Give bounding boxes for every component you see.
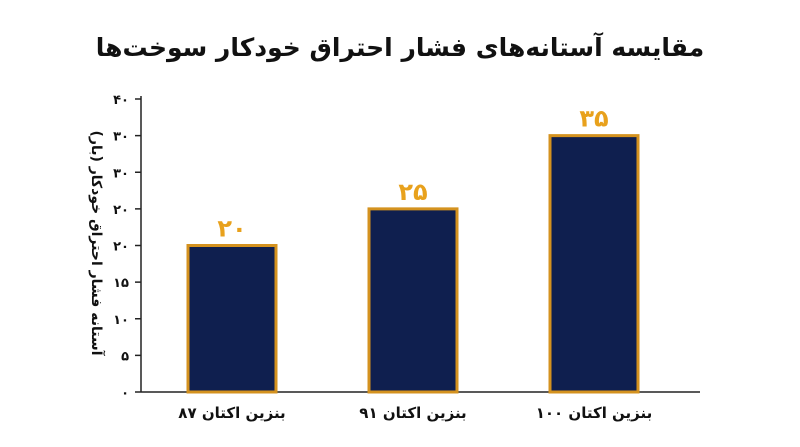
x-category-label: بنزین اکتان ۱۰۰ — [536, 404, 653, 422]
chart-title: مقایسه آستانه‌های فشار احتراق خودکار سوخ… — [96, 32, 704, 63]
x-category-label: بنزین اکتان ۸۷ — [178, 404, 285, 422]
bar-value-label: ۳۵ — [579, 105, 608, 133]
bar — [186, 244, 278, 394]
value-labels: ۲۰ ۲۵ ۳۵ — [217, 105, 608, 243]
y-tick-label: ۲۰ — [113, 203, 129, 218]
category-labels: بنزین اکتان ۸۷ بنزین اکتان ۹۱ بنزین اکتان … — [178, 404, 652, 422]
bar-value-label: ۲۰ — [217, 215, 246, 243]
bar — [367, 207, 459, 394]
y-tick-label: ۴۰ — [113, 93, 129, 108]
y-axis-label: آستانه فشار احتراق خودکار (بار) — [88, 130, 106, 356]
y-tick-label: ۳۰ — [113, 166, 129, 181]
y-tick-label: ۱۵ — [113, 276, 129, 291]
y-tick-label: ۰ — [121, 386, 129, 401]
y-tick-label: ۳۰ — [113, 130, 129, 145]
bar-value-label: ۲۵ — [398, 178, 427, 206]
y-tick-label: ۲۰ — [113, 240, 129, 255]
x-category-label: بنزین اکتان ۹۱ — [359, 404, 466, 422]
bar — [548, 134, 640, 394]
y-tick-label: ۵ — [121, 349, 129, 364]
y-axis-ticks: ۰ ۵ ۱۰ ۱۵ ۲۰ ۲۰ ۳۰ ۳۰ ۴۰ — [113, 93, 141, 401]
bar-series — [186, 134, 640, 394]
y-tick-label: ۱۰ — [113, 313, 129, 328]
